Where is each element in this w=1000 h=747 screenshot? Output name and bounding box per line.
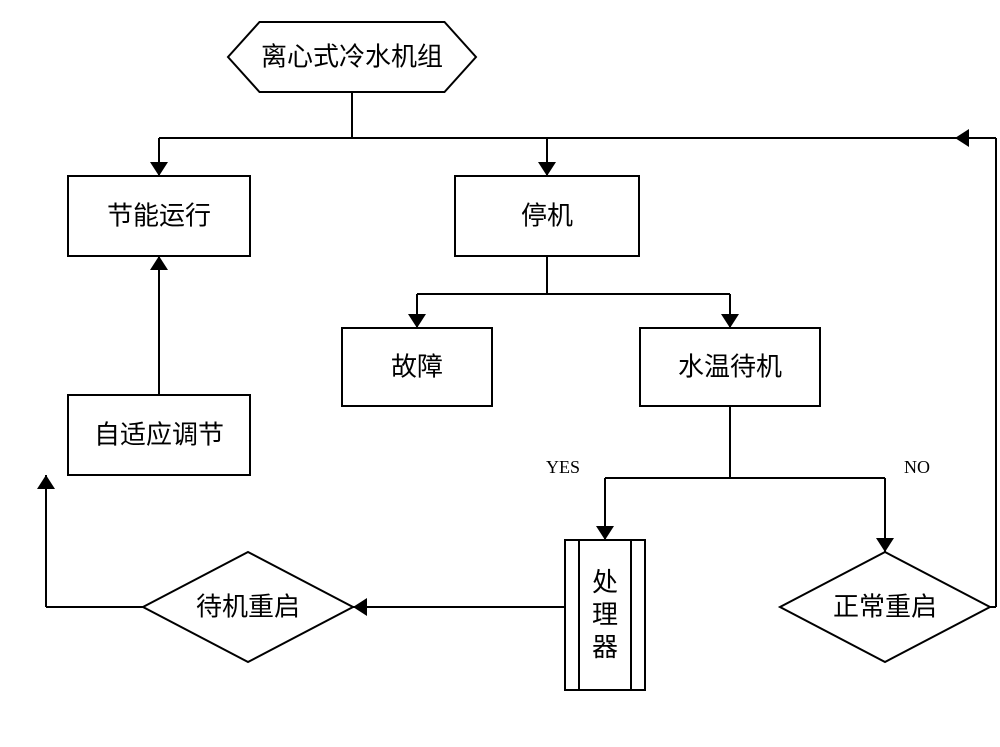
- svg-text:停机: 停机: [521, 202, 573, 231]
- edge-label: NO: [904, 457, 930, 477]
- svg-text:离心式冷水机组: 离心式冷水机组: [261, 43, 443, 72]
- edge-label: YES: [546, 457, 580, 477]
- svg-text:正常重启: 正常重启: [833, 593, 937, 622]
- svg-text:器: 器: [592, 633, 618, 662]
- svg-text:处: 处: [592, 568, 618, 597]
- svg-text:水温待机: 水温待机: [678, 353, 782, 382]
- flowchart-canvas: 离心式冷水机组节能运行 停机自适应调节 故障 水温待机处理器 待机重启 正常重启 YES NO: [0, 0, 1000, 747]
- svg-text:节能运行: 节能运行: [107, 202, 211, 231]
- svg-text:待机重启: 待机重启: [196, 593, 300, 622]
- svg-text:理: 理: [592, 601, 618, 630]
- svg-text:自适应调节: 自适应调节: [94, 421, 224, 450]
- svg-text:故障: 故障: [391, 353, 443, 382]
